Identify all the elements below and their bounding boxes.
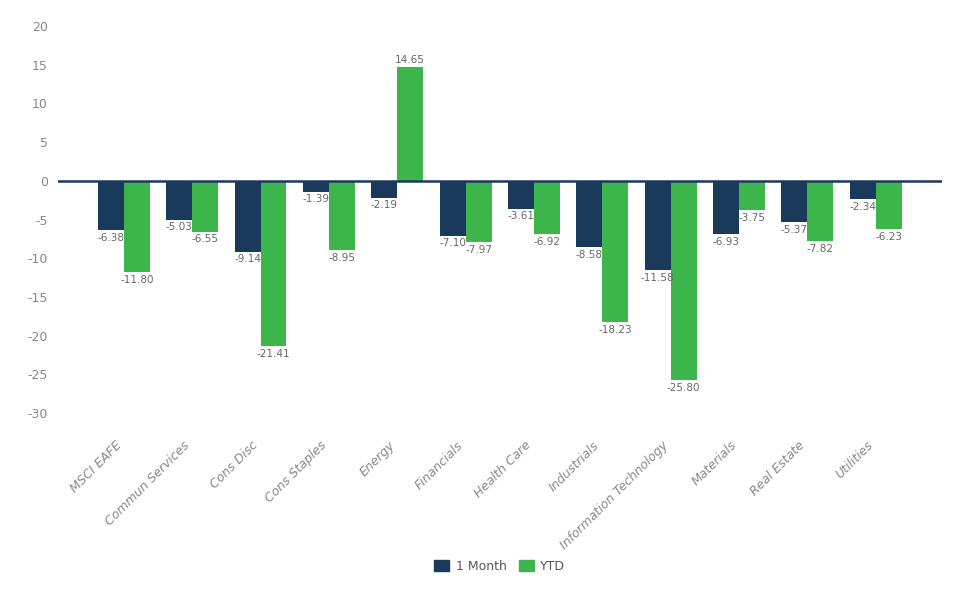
Text: -2.19: -2.19 [371,201,398,211]
Text: -11.58: -11.58 [641,273,675,283]
Bar [603,181,628,322]
Bar [329,181,355,250]
Text: -21.41: -21.41 [257,349,290,359]
Bar [192,181,218,231]
Bar [303,181,329,192]
Bar [645,181,671,271]
Text: -6.92: -6.92 [533,237,560,247]
Text: -5.03: -5.03 [165,222,192,233]
Text: -6.38: -6.38 [97,233,124,243]
Text: -11.80: -11.80 [120,275,154,285]
Text: -9.14: -9.14 [234,254,261,264]
Text: -18.23: -18.23 [599,324,632,335]
Bar [98,181,124,230]
Bar [166,181,192,220]
Text: -8.58: -8.58 [576,250,603,260]
Bar [875,181,901,229]
Bar [371,181,397,198]
Text: -7.82: -7.82 [807,244,834,254]
Text: -5.37: -5.37 [780,225,808,235]
Legend: 1 Month, YTD: 1 Month, YTD [430,555,570,578]
Text: -3.75: -3.75 [738,212,765,223]
Text: 14.65: 14.65 [395,55,425,65]
Bar [234,181,260,252]
Text: -6.93: -6.93 [712,237,739,247]
Text: -6.23: -6.23 [875,232,902,242]
Text: -3.61: -3.61 [507,212,534,222]
Text: -7.97: -7.97 [465,245,492,255]
Bar [713,181,739,234]
Text: -7.10: -7.10 [439,239,466,248]
Text: -25.80: -25.80 [667,383,701,393]
Bar [260,181,286,346]
Text: -2.34: -2.34 [850,201,876,212]
Bar [397,67,423,181]
Bar [439,181,465,236]
Bar [781,181,807,222]
Bar [807,181,833,241]
Bar [124,181,150,272]
Text: -6.55: -6.55 [191,234,219,244]
Bar [671,181,697,381]
Bar [508,181,534,209]
Text: -1.39: -1.39 [303,194,330,204]
Text: -8.95: -8.95 [329,253,356,263]
Bar [534,181,560,234]
Bar [739,181,765,210]
Bar [850,181,875,199]
Bar [577,181,603,247]
Bar [465,181,491,242]
